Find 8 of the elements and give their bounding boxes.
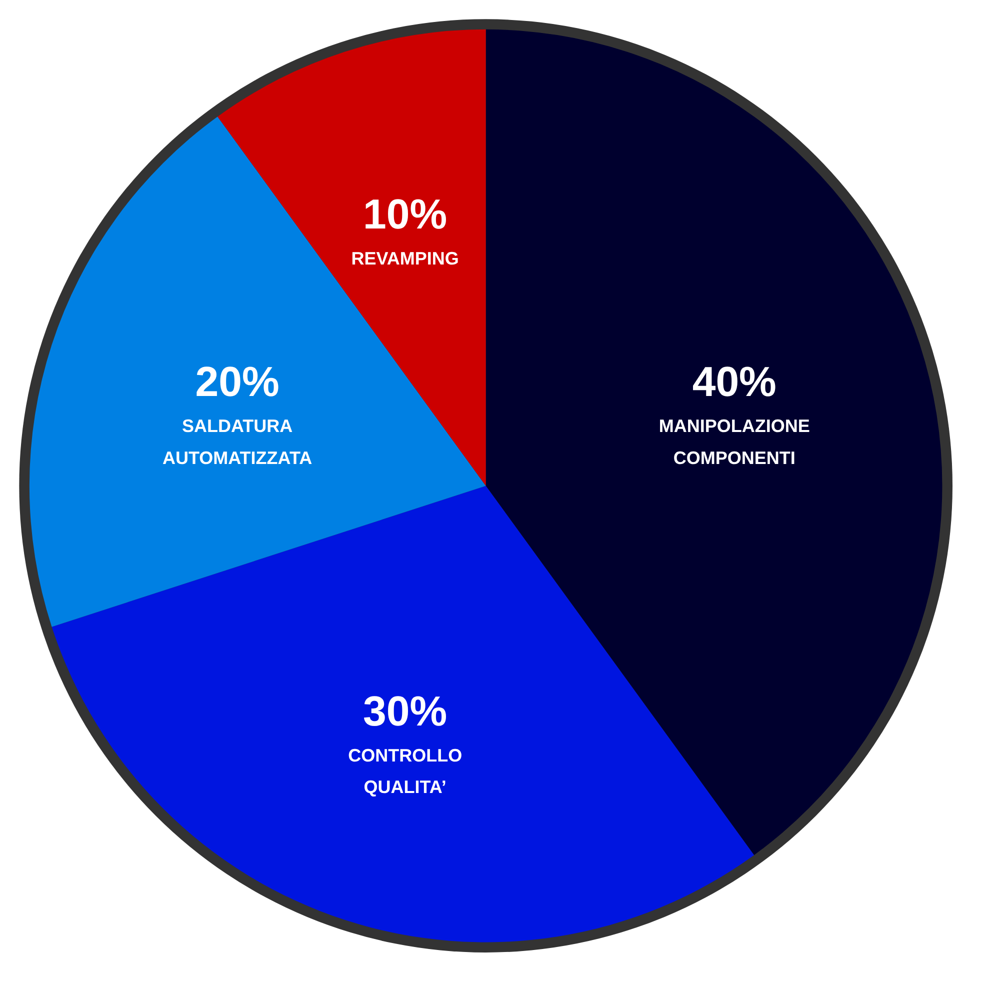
data-label: 20% xyxy=(195,358,280,406)
slice-label: REVAMPING xyxy=(351,248,459,268)
slice-label: CONTROLLO QUALITA’ xyxy=(348,745,462,798)
data-label: 40% xyxy=(692,358,776,406)
slice-label: SALDATURA AUTOMATIZZATA xyxy=(162,416,312,468)
slice-label: MANIPOLAZIONE COMPONENTI xyxy=(658,416,810,468)
data-label: 30% xyxy=(363,688,448,735)
data-label: 10% xyxy=(363,190,448,238)
